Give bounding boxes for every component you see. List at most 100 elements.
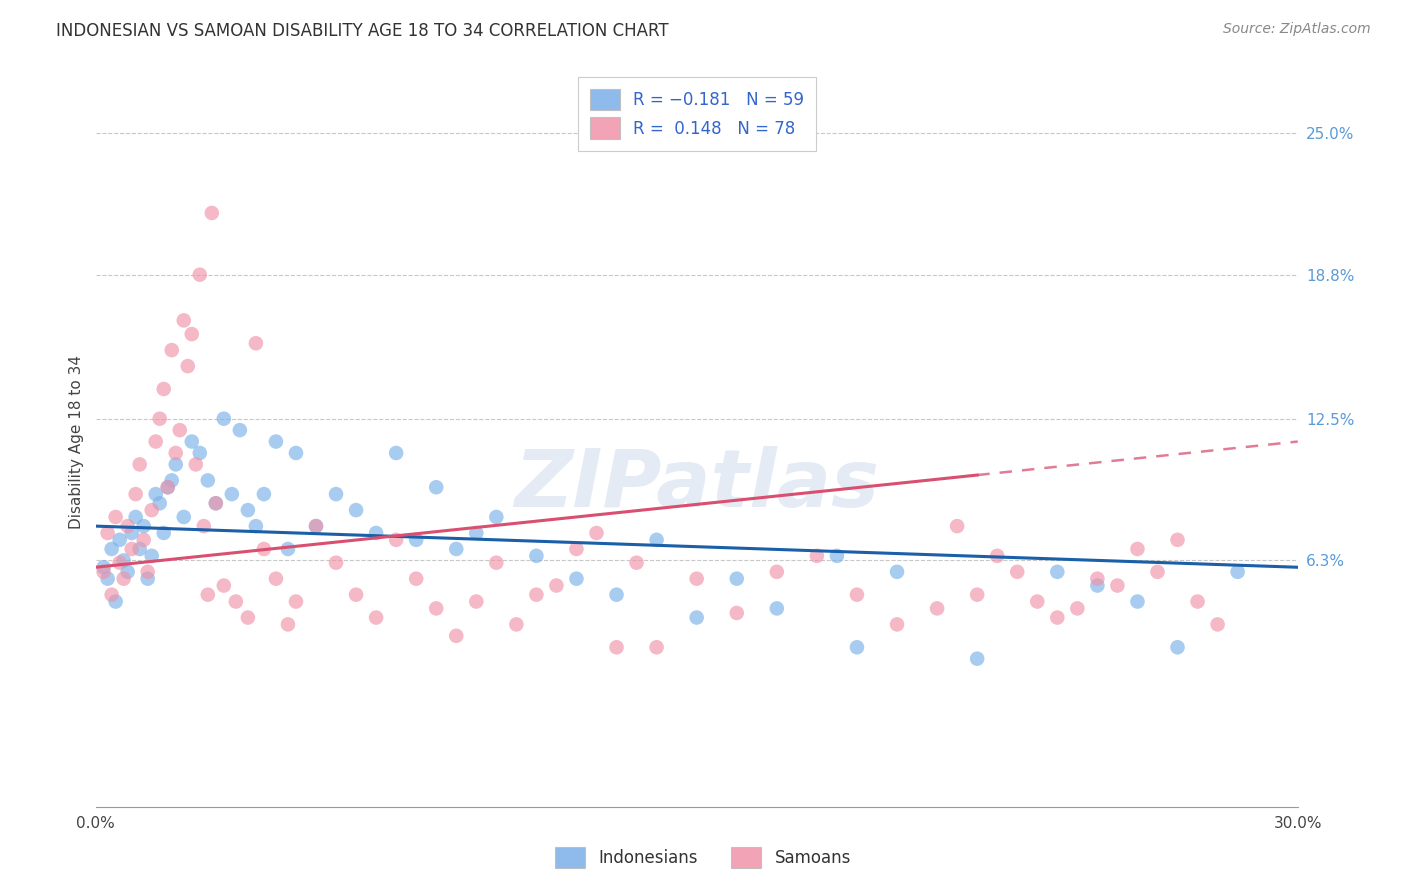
- Point: [173, 510, 195, 524]
- Point: [1046, 610, 1069, 624]
- Point: [277, 617, 299, 632]
- Point: [124, 510, 148, 524]
- Point: [132, 533, 155, 547]
- Point: [165, 446, 187, 460]
- Text: INDONESIAN VS SAMOAN DISABILITY AGE 18 TO 34 CORRELATION CHART: INDONESIAN VS SAMOAN DISABILITY AGE 18 T…: [56, 22, 669, 40]
- Point: [1146, 565, 1168, 579]
- Point: [117, 519, 139, 533]
- Point: [606, 640, 628, 655]
- Point: [188, 268, 211, 282]
- Point: [1167, 640, 1189, 655]
- Point: [305, 519, 328, 533]
- Point: [725, 606, 748, 620]
- Point: [121, 526, 143, 541]
- Legend: R = −0.181   N = 59, R =  0.148   N = 78: R = −0.181 N = 59, R = 0.148 N = 78: [578, 77, 815, 151]
- Point: [565, 572, 588, 586]
- Point: [927, 601, 949, 615]
- Point: [425, 601, 447, 615]
- Point: [284, 594, 308, 608]
- Y-axis label: Disability Age 18 to 34: Disability Age 18 to 34: [69, 354, 84, 529]
- Point: [177, 359, 200, 373]
- Point: [986, 549, 1008, 563]
- Point: [966, 588, 988, 602]
- Point: [766, 565, 789, 579]
- Point: [1126, 594, 1149, 608]
- Point: [221, 487, 243, 501]
- Point: [1007, 565, 1029, 579]
- Point: [444, 541, 467, 556]
- Point: [485, 556, 508, 570]
- Point: [117, 565, 139, 579]
- Text: ZIPatlas: ZIPatlas: [515, 446, 879, 524]
- Point: [145, 434, 167, 449]
- Point: [104, 594, 127, 608]
- Point: [444, 629, 467, 643]
- Point: [100, 588, 122, 602]
- Point: [156, 480, 179, 494]
- Point: [686, 610, 709, 624]
- Point: [108, 556, 131, 570]
- Point: [225, 594, 247, 608]
- Point: [212, 578, 235, 592]
- Point: [366, 610, 388, 624]
- Point: [1046, 565, 1069, 579]
- Point: [846, 640, 869, 655]
- Point: [112, 572, 135, 586]
- Point: [264, 572, 287, 586]
- Point: [245, 519, 267, 533]
- Point: [229, 423, 252, 437]
- Point: [112, 553, 135, 567]
- Point: [626, 556, 648, 570]
- Point: [1206, 617, 1229, 632]
- Point: [212, 411, 235, 425]
- Point: [825, 549, 848, 563]
- Point: [169, 423, 191, 437]
- Point: [1187, 594, 1209, 608]
- Point: [405, 533, 427, 547]
- Point: [197, 588, 219, 602]
- Point: [156, 480, 179, 494]
- Point: [284, 446, 308, 460]
- Point: [132, 519, 155, 533]
- Point: [253, 541, 276, 556]
- Point: [1087, 578, 1109, 592]
- Point: [173, 313, 195, 327]
- Point: [236, 503, 259, 517]
- Point: [253, 487, 276, 501]
- Point: [128, 541, 150, 556]
- Point: [806, 549, 828, 563]
- Point: [1066, 601, 1088, 615]
- Point: [385, 446, 408, 460]
- Point: [725, 572, 748, 586]
- Point: [686, 572, 709, 586]
- Point: [645, 640, 668, 655]
- Point: [193, 519, 215, 533]
- Point: [1026, 594, 1049, 608]
- Point: [149, 411, 172, 425]
- Point: [160, 474, 183, 488]
- Point: [886, 617, 908, 632]
- Point: [97, 572, 120, 586]
- Point: [325, 487, 347, 501]
- Point: [565, 541, 588, 556]
- Point: [184, 458, 207, 472]
- Point: [846, 588, 869, 602]
- Point: [97, 526, 120, 541]
- Point: [180, 327, 202, 342]
- Point: [305, 519, 328, 533]
- Point: [188, 446, 211, 460]
- Point: [205, 496, 228, 510]
- Point: [344, 588, 367, 602]
- Point: [124, 487, 148, 501]
- Point: [465, 594, 488, 608]
- Point: [136, 572, 159, 586]
- Point: [946, 519, 969, 533]
- Point: [165, 458, 187, 472]
- Text: Source: ZipAtlas.com: Source: ZipAtlas.com: [1223, 22, 1371, 37]
- Point: [160, 343, 183, 358]
- Point: [236, 610, 259, 624]
- Point: [1107, 578, 1129, 592]
- Point: [585, 526, 607, 541]
- Point: [152, 382, 174, 396]
- Point: [205, 496, 228, 510]
